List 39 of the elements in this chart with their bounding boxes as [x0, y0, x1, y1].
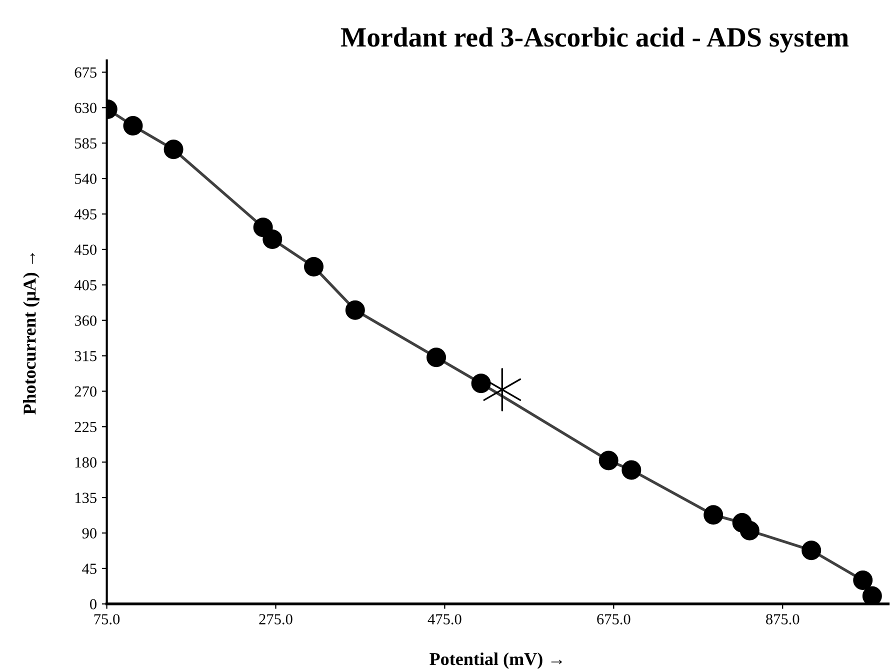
chart-title: Mordant red 3-Ascorbic acid - ADS system [340, 27, 849, 52]
point [598, 450, 618, 470]
point [471, 374, 491, 394]
y-tick-label: 135 [76, 492, 96, 504]
point [345, 300, 365, 320]
point [164, 140, 184, 160]
point [426, 348, 446, 368]
point [262, 229, 282, 249]
y-tick-label: 45 [82, 564, 96, 574]
y-tick-label: 270 [74, 386, 96, 397]
x-tick-label: 275.0 [259, 614, 292, 624]
point [704, 505, 724, 525]
x-tick-label: 475.0 [428, 614, 462, 624]
x-axis-title: Potential (mV) → [430, 652, 562, 669]
y-tick-label: 540 [75, 174, 96, 184]
point [862, 586, 882, 604]
y-tick-label: 180 [76, 457, 96, 468]
y-tick-label: 675 [74, 67, 96, 78]
point [483, 368, 522, 412]
point [123, 116, 143, 136]
y-tick-label: 405 [74, 280, 96, 290]
point [853, 570, 873, 590]
x-tick-label: 875.0 [766, 614, 800, 624]
point [304, 257, 324, 277]
y-tick-label: 225 [74, 422, 96, 432]
x-tick-label: 675.0 [597, 614, 630, 624]
y-tick-label: 495 [74, 209, 96, 220]
y-tick-label: 90 [82, 528, 96, 538]
y-axis-title: Photocurrent (μA) → [23, 253, 40, 415]
y-tick-label: 585 [75, 138, 96, 149]
y-tick-label: 0 [90, 599, 96, 610]
y-tick-label: 630 [74, 102, 96, 114]
point [802, 540, 822, 560]
x-tick-label: 75.0 [94, 614, 120, 624]
y-tick-label: 360 [74, 315, 96, 326]
y-tick-label: 315 [74, 350, 96, 362]
point [622, 460, 642, 480]
point [740, 520, 760, 540]
y-tick-label: 450 [74, 244, 96, 255]
